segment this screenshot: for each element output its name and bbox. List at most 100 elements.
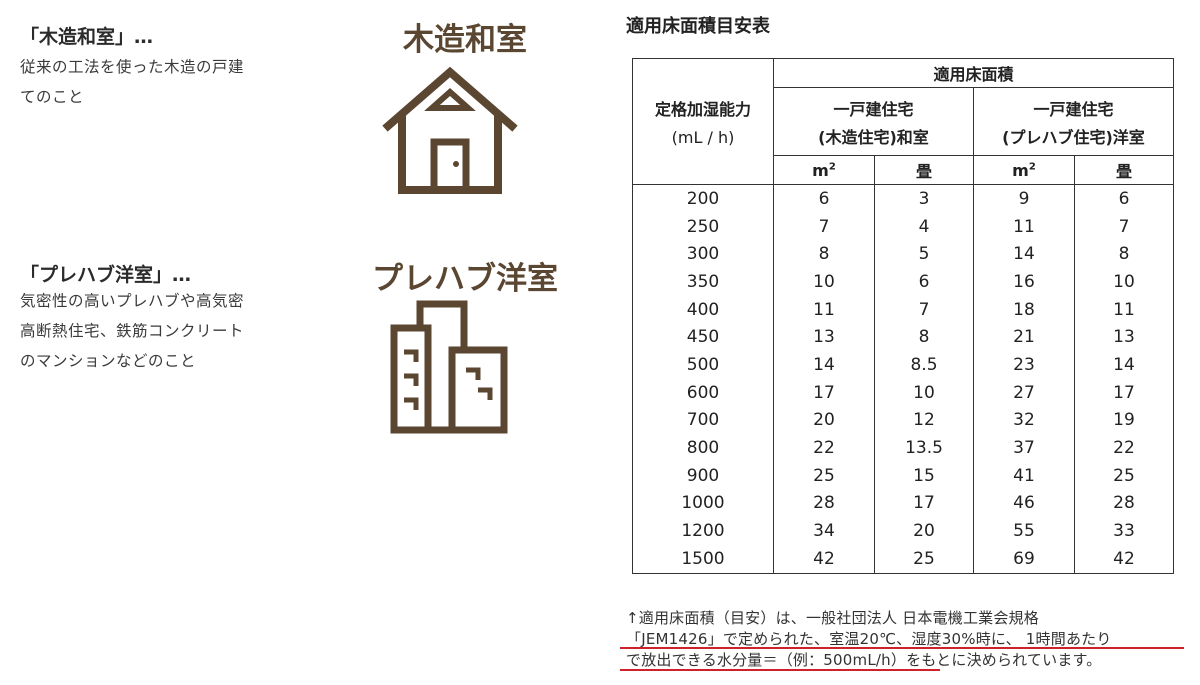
wood-header-line2: (木造住宅)和室 — [818, 127, 929, 147]
table-cell: 13 — [773, 323, 875, 352]
m2-sup: 2 — [828, 161, 836, 173]
table-cell: 1200 — [632, 517, 774, 545]
table-title: 適用床面積目安表 — [626, 16, 770, 37]
table-row: 200 6 3 9 6 — [632, 184, 1174, 213]
table-cell: 6 — [874, 268, 974, 296]
table-cell: 28 — [1074, 489, 1174, 518]
table-cell: 18 — [973, 295, 1075, 324]
capacity-unit: (mL / h) — [671, 128, 735, 147]
table-row: 1500 42 25 69 42 — [632, 544, 1174, 574]
table-cell: 10 — [874, 378, 974, 407]
area-header: 適用床面積 — [773, 58, 1174, 88]
m2-label: m — [1012, 160, 1029, 180]
table-cell: 6 — [1074, 184, 1174, 213]
note-underline-2 — [620, 669, 940, 671]
prefab-m2-header: m2 — [973, 155, 1075, 185]
table-cell: 15 — [874, 461, 974, 490]
table-cell: 41 — [973, 461, 1075, 490]
table-row: 700 20 12 32 19 — [632, 406, 1174, 435]
table-row: 600 17 10 27 17 — [632, 378, 1174, 407]
table-body: 200 6 3 9 6 250 7 4 11 7 300 8 5 14 8 350 10 6 16 10 400 11 7 1… — [632, 184, 1174, 574]
table-cell: 69 — [973, 544, 1075, 574]
table-cell: 700 — [632, 406, 774, 435]
table-cell: 1500 — [632, 544, 774, 574]
table-cell: 28 — [773, 489, 875, 518]
note-underline-1 — [620, 647, 1184, 649]
table-cell: 42 — [1074, 544, 1174, 574]
house-icon — [382, 66, 518, 194]
capacity-header: 定格加湿能力 (mL / h) — [632, 58, 774, 185]
table-cell: 13 — [1074, 323, 1174, 352]
table-cell: 33 — [1074, 517, 1174, 545]
table-row: 450 13 8 21 13 — [632, 323, 1174, 352]
table-cell: 3 — [874, 184, 974, 213]
table-cell: 450 — [632, 323, 774, 352]
table-cell: 200 — [632, 184, 774, 213]
m2-sup: 2 — [1028, 161, 1036, 173]
table-cell: 900 — [632, 461, 774, 490]
table-cell: 500 — [632, 351, 774, 379]
wood-icon-title: 木造和室 — [403, 22, 527, 58]
table-cell: 27 — [973, 378, 1075, 407]
table-cell: 4 — [874, 212, 974, 241]
table-row: 300 8 5 14 8 — [632, 240, 1174, 269]
table-row: 800 22 13.5 37 22 — [632, 434, 1174, 462]
footnote: ↑適用床面積（目安）は、一般社団法人 日本電機工業会規格 「JEM1426」で定… — [626, 608, 1196, 671]
prefab-header-line2: (プレハブ住宅)洋室 — [1002, 127, 1145, 147]
wood-term: 「木造和室」… — [20, 26, 154, 48]
table-cell: 25 — [1074, 461, 1174, 490]
table-cell: 22 — [1074, 434, 1174, 462]
table-cell: 20 — [773, 406, 875, 435]
table-cell: 34 — [773, 517, 875, 545]
wood-description: 従来の工法を使った木造の戸建 てのこと — [20, 58, 245, 106]
wood-header: 一戸建住宅 (木造住宅)和室 — [773, 87, 974, 156]
table-cell: 42 — [773, 544, 875, 574]
table-cell: 55 — [973, 517, 1075, 545]
table-cell: 22 — [773, 434, 875, 462]
table-cell: 25 — [773, 461, 875, 490]
note-line-2: 「JEM1426」で定められた、室温20℃、湿度30%時に、 1時間あたり — [626, 630, 1112, 648]
table-cell: 13.5 — [874, 434, 974, 462]
table-cell: 8 — [773, 240, 875, 269]
table-cell: 16 — [973, 268, 1075, 296]
table-cell: 7 — [773, 212, 875, 241]
table-cell: 19 — [1074, 406, 1174, 435]
table-cell: 600 — [632, 378, 774, 407]
prefab-term: 「プレハブ洋室」… — [20, 264, 192, 286]
table-cell: 21 — [973, 323, 1075, 352]
table-cell: 32 — [973, 406, 1075, 435]
table-cell: 400 — [632, 295, 774, 324]
table-cell: 6 — [773, 184, 875, 213]
table-cell: 8 — [874, 323, 974, 352]
table-cell: 9 — [973, 184, 1075, 213]
table-cell: 7 — [1074, 212, 1174, 241]
m2-label: m — [812, 160, 829, 180]
table-cell: 46 — [973, 489, 1075, 518]
table-cell: 250 — [632, 212, 774, 241]
note-line-3: で放出できる水分量＝（例：500mL/h）をもとに決められています。 — [626, 650, 1196, 671]
table-cell: 20 — [874, 517, 974, 545]
table-cell: 11 — [973, 212, 1075, 241]
table-cell: 25 — [874, 544, 974, 574]
note-line-3-highlight: で放出できる水分量＝（例：500mL/h） — [626, 651, 907, 669]
table-cell: 17 — [1074, 378, 1174, 407]
table-cell: 14 — [973, 240, 1075, 269]
table-cell: 17 — [773, 378, 875, 407]
prefab-header: 一戸建住宅 (プレハブ住宅)洋室 — [973, 87, 1174, 156]
table-cell: 8.5 — [874, 351, 974, 379]
table-cell: 350 — [632, 268, 774, 296]
wood-header-line1: 一戸建住宅 — [833, 99, 914, 119]
wood-jo-header: 畳 — [874, 155, 974, 185]
table-cell: 12 — [874, 406, 974, 435]
table-cell: 7 — [874, 295, 974, 324]
building-icon — [390, 300, 508, 434]
table-row: 1200 34 20 55 33 — [632, 517, 1174, 545]
table-cell: 8 — [1074, 240, 1174, 269]
table-column: 適用床面積目安表 定格加湿能力 (mL / h) 適用床面積 一戸建住宅 (木造… — [620, 0, 1190, 685]
table-cell: 23 — [973, 351, 1075, 379]
capacity-label: 定格加湿能力 — [654, 100, 751, 119]
table-row: 250 7 4 11 7 — [632, 212, 1174, 241]
table-cell: 14 — [1074, 351, 1174, 379]
table-cell: 800 — [632, 434, 774, 462]
prefab-jo-header: 畳 — [1074, 155, 1174, 185]
